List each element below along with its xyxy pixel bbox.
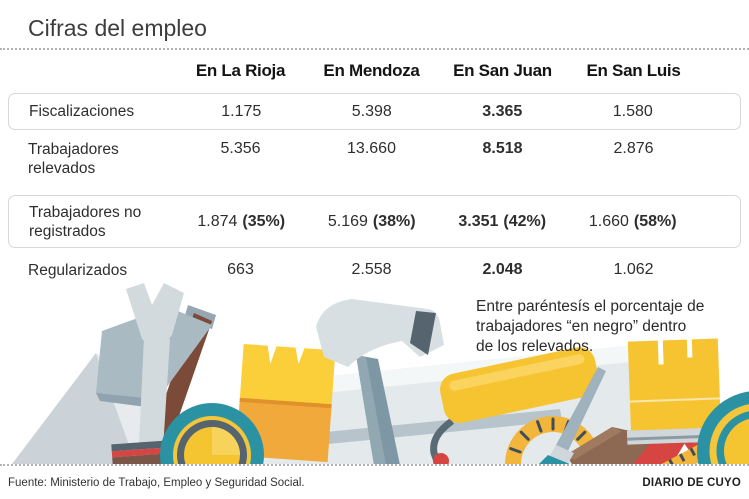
footnote-line: de los relevados. [476, 338, 594, 355]
cell-value: 13.660 [347, 140, 396, 157]
table-header-row: En La Rioja En Mendoza En San Juan En Sa… [0, 56, 749, 86]
cell-value: 663 [227, 261, 254, 278]
column-header-san-luis: En San Luis [586, 61, 681, 80]
footnote-line: trabajadores “en negro” dentro [476, 318, 687, 335]
footnote: Entre paréntesís el porcentaje de trabaj… [476, 297, 728, 357]
table-row-regularizados: Regularizados 663 2.558 2.048 1.062 [0, 250, 749, 290]
page-title: Cifras del empleo [28, 15, 207, 41]
column-header-san-juan: En San Juan [453, 61, 552, 80]
cell-value: 1.062 [613, 261, 654, 278]
cell-value: 5.356 [220, 140, 261, 157]
footer-bar: Fuente: Ministerio de Trabajo, Empleo y … [0, 464, 749, 499]
wrench-icon [126, 283, 184, 464]
cell-value: 8.518 [482, 140, 523, 157]
cell-value: 5.398 [351, 102, 392, 120]
claw-hammer-icon [316, 299, 444, 464]
table-row-fiscalizaciones: Fiscalizaciones 1.175 5.398 3.365 1.580 [8, 93, 741, 130]
cell-value: 1.580 [612, 102, 653, 120]
row-label: Fiscalizaciones [29, 103, 135, 120]
cell-value: 1.874 (35%) [197, 212, 286, 230]
credit-text: DIARIO DE CUYO [642, 476, 741, 489]
row-label: Trabajadores no registrados [29, 203, 142, 240]
cell-value: 2.048 [482, 261, 523, 278]
column-header-la-rioja: En La Rioja [195, 61, 286, 80]
column-header-mendoza: En Mendoza [323, 61, 420, 80]
source-text: Fuente: Ministerio de Trabajo, Empleo y … [8, 476, 305, 489]
footnote-line: Entre paréntesís el porcentaje de [476, 298, 705, 315]
cell-value: 2.558 [351, 261, 392, 278]
screwdriver-icon [539, 367, 606, 464]
cell-value: 3.365 [482, 102, 523, 120]
paint-roller-icon [430, 347, 600, 464]
cell-value: 5.169 (38%) [327, 212, 416, 230]
table-row-no-registrados: Trabajadores no registrados 1.874 (35%) 5… [8, 195, 741, 248]
tools-illustration [12, 283, 749, 464]
table-row-relevados: Trabajadores relevados 5.356 13.660 8.51… [0, 130, 749, 194]
tape-roll-icon [160, 403, 264, 464]
cell-value: 2.876 [613, 140, 654, 157]
cell-value: 3.351 (42%) [458, 212, 547, 230]
cell-value: 1.660 (58%) [588, 212, 677, 230]
cell-value: 1.175 [221, 102, 262, 120]
tape-roll-icon [697, 391, 749, 464]
divider-top [0, 48, 749, 50]
row-label: Trabajadores relevados [28, 141, 119, 177]
row-label: Regularizados [28, 261, 128, 279]
